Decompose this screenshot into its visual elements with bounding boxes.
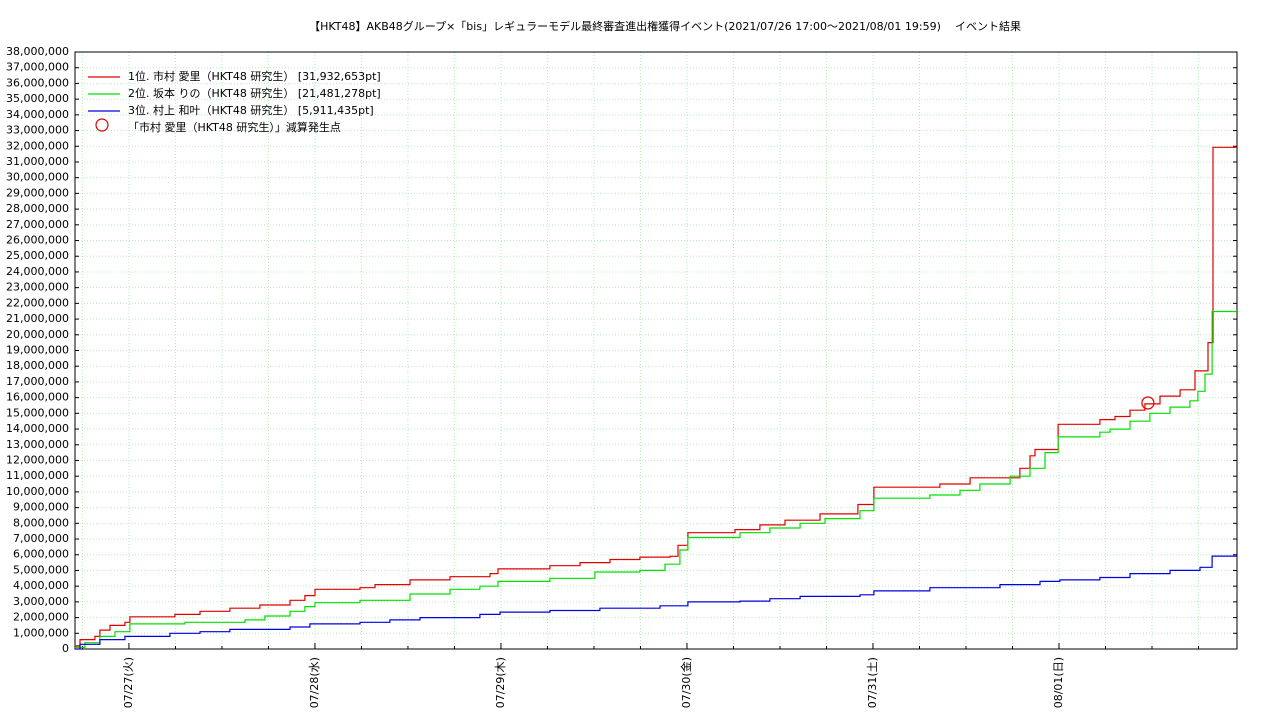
y-tick-label: 33,000,000	[6, 124, 69, 137]
y-tick-label: 37,000,000	[6, 61, 69, 74]
y-tick-label: 19,000,000	[6, 344, 69, 357]
y-tick-label: 20,000,000	[6, 328, 69, 341]
y-tick-label: 34,000,000	[6, 108, 69, 121]
y-tick-label: 30,000,000	[6, 171, 69, 184]
y-tick-label: 16,000,000	[6, 391, 69, 404]
y-tick-label: 11,000,000	[6, 469, 69, 482]
y-tick-label: 1,000,000	[13, 626, 69, 639]
y-tick-label: 36,000,000	[6, 76, 69, 89]
legend-label: 3位. 村上 和叶（HKT48 研究生） [5,911,435pt]	[128, 103, 374, 117]
y-tick-label: 18,000,000	[6, 359, 69, 372]
y-tick-label: 25,000,000	[6, 249, 69, 262]
series-line	[75, 146, 1237, 647]
legend-swatch	[95, 118, 109, 132]
plot-frame	[74, 51, 1238, 650]
x-tick-label: 07/27(火)	[122, 657, 135, 708]
series-line	[75, 555, 1237, 650]
legend-label: 「市村 愛里（HKT48 研究生）」減算発生点	[128, 120, 341, 134]
y-tick-label: 7,000,000	[13, 532, 69, 545]
y-tick-label: 21,000,000	[6, 312, 69, 325]
y-tick-label: 23,000,000	[6, 281, 69, 294]
y-tick-label: 38,000,000	[6, 45, 69, 58]
y-tick-label: 22,000,000	[6, 296, 69, 309]
chart-title: 【HKT48】AKB48グループ×「bis」レギュラーモデル最終審査進出権獲得イ…	[309, 19, 941, 33]
y-tick-label: 9,000,000	[13, 501, 69, 514]
marker	[1141, 396, 1155, 410]
y-tick-label: 14,000,000	[6, 422, 69, 435]
y-tick-label: 28,000,000	[6, 202, 69, 215]
y-tick-label: 15,000,000	[6, 406, 69, 419]
y-tick-label: 5,000,000	[13, 563, 69, 576]
y-tick-label: 13,000,000	[6, 438, 69, 451]
y-tick-label: 35,000,000	[6, 92, 69, 105]
y-tick-label: 31,000,000	[6, 155, 69, 168]
y-tick-label: 26,000,000	[6, 234, 69, 247]
chart-subtitle: イベント結果	[955, 19, 1021, 33]
y-tick-label: 6,000,000	[13, 548, 69, 561]
y-tick-label: 0	[62, 642, 69, 655]
y-tick-label: 24,000,000	[6, 265, 69, 278]
series-line	[75, 310, 1237, 648]
y-tick-label: 27,000,000	[6, 218, 69, 231]
y-tick-label: 2,000,000	[13, 611, 69, 624]
y-tick-label: 12,000,000	[6, 453, 69, 466]
x-tick-label: 07/29(木)	[494, 657, 507, 708]
x-tick-label: 07/28(水)	[308, 657, 321, 708]
y-tick-label: 4,000,000	[13, 579, 69, 592]
x-tick-label: 07/31(土)	[866, 657, 879, 708]
legend-label: 2位. 坂本 りの（HKT48 研究生） [21,481,278pt]	[128, 86, 381, 100]
y-tick-label: 17,000,000	[6, 375, 69, 388]
y-tick-label: 3,000,000	[13, 595, 69, 608]
x-tick-label: 07/30(金)	[679, 657, 693, 708]
legend-label: 1位. 市村 愛里（HKT48 研究生） [31,932,653pt]	[128, 69, 381, 83]
y-tick-label: 29,000,000	[6, 186, 69, 199]
x-tick-label: 08/01(日)	[1052, 657, 1065, 708]
y-tick-label: 32,000,000	[6, 139, 69, 152]
y-tick-label: 8,000,000	[13, 516, 69, 529]
y-tick-label: 10,000,000	[6, 485, 69, 498]
